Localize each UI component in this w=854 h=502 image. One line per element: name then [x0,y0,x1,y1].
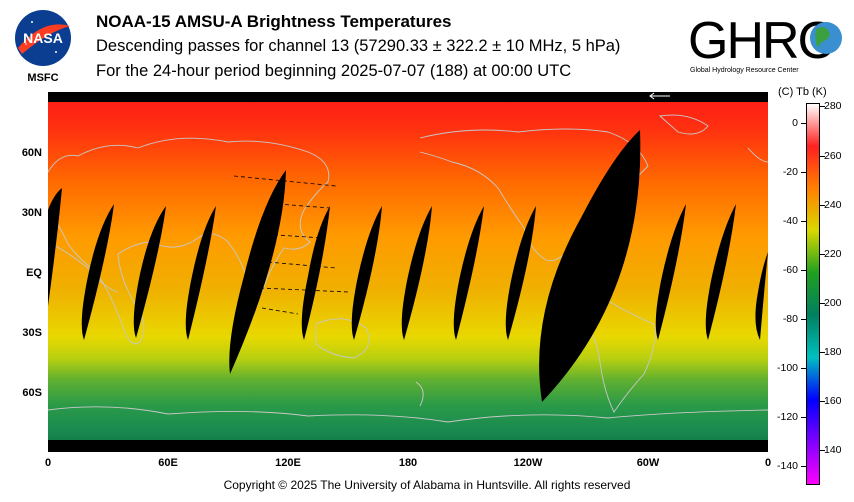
celsius-tick: -40 [782,215,798,227]
kelvin-tick: 240 [824,199,842,211]
nasa-logo: NASA MSFC [15,10,71,84]
colorbar-tick-mark [801,319,806,320]
kelvin-tick: 280 [824,100,842,112]
copyright-notice: Copyright © 2025 The University of Alaba… [223,478,631,492]
celsius-tick: -60 [782,264,798,276]
kelvin-tick: 140 [824,444,842,456]
colorbar-tick-mark [820,450,825,451]
lon-label: 60W [636,457,660,469]
celsius-tick: -100 [776,362,798,374]
brightness-temperature-map [48,92,768,452]
celsius-tick: -80 [782,313,798,325]
celsius-tick: -120 [776,411,798,423]
lat-label: 60S [22,387,42,399]
colorbar-tick-mark [801,172,806,173]
no-data-band-bottom [48,440,768,452]
lat-label: 30N [21,207,42,219]
map-subtitle: Descending passes for channel 13 (57290.… [96,37,621,55]
colorbar-tick-mark [820,254,825,255]
lat-label: 30S [22,327,42,339]
lat-label: EQ [26,267,42,279]
lon-label: 120W [513,457,543,469]
lon-label: 60E [158,457,178,469]
kelvin-tick: 220 [824,248,842,260]
colorbar-tick-mark [801,417,806,418]
colorbar-tick-mark [801,368,806,369]
ghrc-subtitle-text: Global Hydrology Resource Center [690,67,799,74]
map-period: For the 24-hour period beginning 2025-07… [96,62,572,80]
celsius-tick: 0 [792,117,798,129]
colorbar-tick-mark [820,352,825,353]
colorbar-tick-mark [820,303,825,304]
colorbar-tick-mark [801,270,806,271]
lon-label: 120E [275,457,301,469]
lat-label: 60N [21,147,42,159]
arrow-icon [649,92,670,100]
colorbar-tick-mark [820,401,825,402]
colorbar-tick-mark [820,156,825,157]
celsius-tick: -20 [782,166,798,178]
colorbar-tick-mark [801,466,806,467]
temperature-field [48,92,768,452]
no-data-swaths [48,130,768,402]
colorbar [806,103,820,485]
map-title: NOAA-15 AMSU-A Brightness Temperatures [96,12,452,31]
lon-label: 180 [398,457,418,469]
celsius-tick: -140 [776,460,798,472]
colorbar-units: (C) Tb (K) [778,86,827,98]
kelvin-tick: 260 [824,150,842,162]
ghrc-logo: GHRC Global Hydrology Resource Center [688,12,842,74]
nasa-logo-text: NASA [23,30,63,46]
kelvin-tick: 200 [824,297,842,309]
colorbar-tick-mark [801,123,806,124]
colorbar-tick-mark [801,221,806,222]
kelvin-tick: 160 [824,395,842,407]
no-data-band-top [48,92,768,102]
scan-line-artifacts [233,175,349,315]
lon-label: 0 [764,457,772,469]
msfc-logo-text: MSFC [27,72,58,84]
colorbar-tick-mark [820,106,825,107]
colorbar-tick-mark [820,205,825,206]
kelvin-tick: 180 [824,346,842,358]
lon-label: 0 [44,457,52,469]
